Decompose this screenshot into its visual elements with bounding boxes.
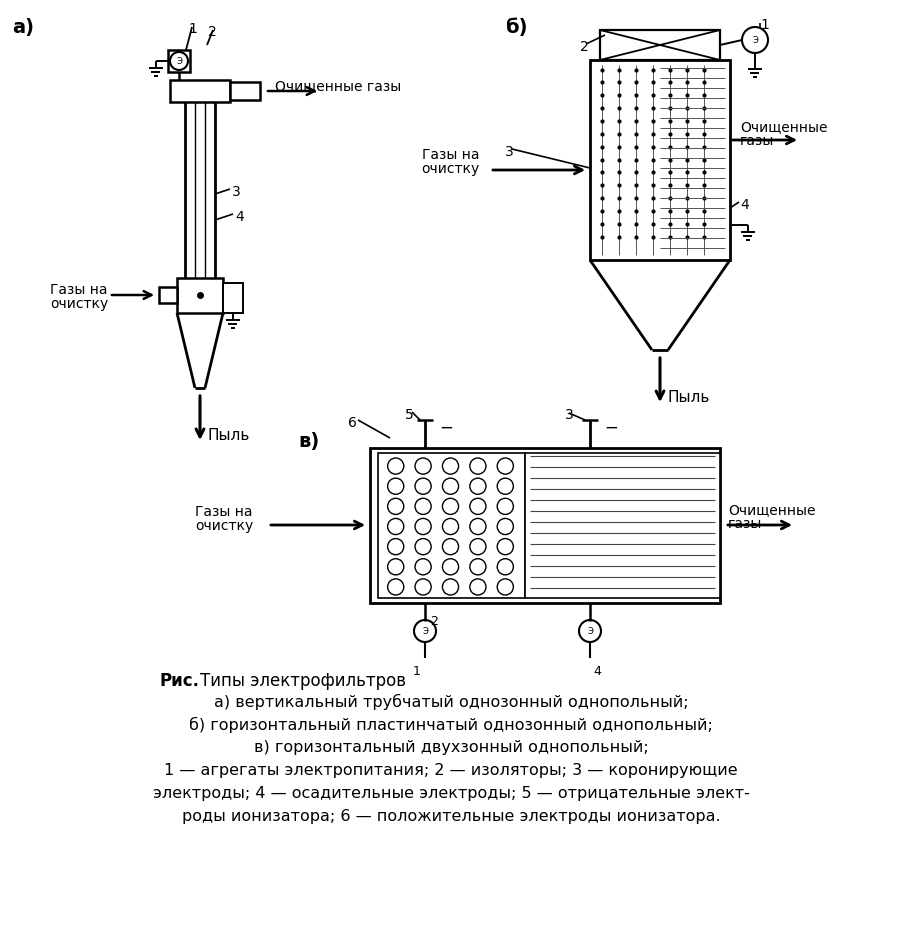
- Text: Э: Э: [751, 35, 757, 45]
- Circle shape: [442, 559, 458, 574]
- Circle shape: [387, 498, 403, 515]
- Circle shape: [578, 620, 601, 642]
- Text: б) горизонтальный пластинчатый однозонный однопольный;: б) горизонтальный пластинчатый однозонны…: [189, 717, 713, 733]
- Circle shape: [497, 478, 513, 494]
- Text: Пыль: Пыль: [207, 428, 250, 443]
- Bar: [230, 82, 260, 100]
- Circle shape: [442, 539, 458, 555]
- Text: 4: 4: [235, 210, 244, 224]
- Circle shape: [442, 478, 458, 494]
- Circle shape: [413, 620, 436, 642]
- Bar: [378, 453, 524, 598]
- Circle shape: [387, 579, 403, 595]
- Bar: [168, 50, 189, 72]
- Text: Рис.: Рис.: [160, 672, 199, 690]
- Text: 3: 3: [504, 145, 513, 159]
- Circle shape: [469, 518, 485, 534]
- Text: в) горизонтальный двухзонный однопольный;: в) горизонтальный двухзонный однопольный…: [253, 740, 648, 755]
- Circle shape: [415, 579, 430, 595]
- Circle shape: [415, 458, 430, 474]
- Bar: [599, 30, 719, 60]
- Text: 1 — агрегаты электропитания; 2 — изоляторы; 3 — коронирующие: 1 — агрегаты электропитания; 2 — изолято…: [164, 763, 737, 778]
- Text: газы: газы: [739, 134, 774, 148]
- Text: 1: 1: [188, 22, 197, 36]
- Text: −: −: [438, 419, 453, 437]
- Bar: [159, 287, 177, 303]
- Text: в): в): [298, 432, 319, 451]
- Text: 1: 1: [412, 665, 420, 678]
- Text: 2: 2: [429, 615, 437, 628]
- Text: 5: 5: [405, 408, 413, 422]
- Circle shape: [469, 559, 485, 574]
- Circle shape: [497, 559, 513, 574]
- Text: Газы на: Газы на: [195, 505, 253, 519]
- Bar: [589, 60, 729, 260]
- Text: электроды; 4 — осадительные электроды; 5 — отрицательные элект-: электроды; 4 — осадительные электроды; 5…: [152, 786, 749, 801]
- Text: очистку: очистку: [50, 297, 108, 311]
- Text: роды ионизатора; 6 — положительные электроды ионизатора.: роды ионизатора; 6 — положительные элект…: [181, 809, 720, 824]
- Text: Газы на: Газы на: [422, 148, 480, 162]
- Text: газы: газы: [727, 517, 761, 531]
- Circle shape: [387, 478, 403, 494]
- Bar: [223, 283, 243, 313]
- Circle shape: [442, 458, 458, 474]
- Circle shape: [387, 559, 403, 574]
- Text: Типы электрофильтров: Типы электрофильтров: [199, 672, 406, 690]
- Circle shape: [415, 539, 430, 555]
- Circle shape: [415, 478, 430, 494]
- Text: а) вертикальный трубчатый однозонный однопольный;: а) вертикальный трубчатый однозонный одн…: [214, 694, 687, 710]
- Bar: [370, 448, 719, 603]
- Text: очистку: очистку: [195, 519, 253, 533]
- Circle shape: [497, 498, 513, 515]
- Text: Газы на: Газы на: [50, 283, 107, 297]
- Circle shape: [497, 539, 513, 555]
- Circle shape: [469, 478, 485, 494]
- Circle shape: [497, 458, 513, 474]
- Text: 2: 2: [207, 25, 216, 39]
- Text: 3: 3: [232, 185, 241, 199]
- Circle shape: [387, 518, 403, 534]
- Circle shape: [415, 498, 430, 515]
- Text: Э: Э: [421, 627, 428, 635]
- Text: очистку: очистку: [421, 162, 480, 176]
- Text: Пыль: Пыль: [667, 390, 710, 405]
- Text: 3: 3: [565, 408, 573, 422]
- Circle shape: [442, 518, 458, 534]
- Text: 4: 4: [739, 198, 748, 212]
- Circle shape: [415, 518, 430, 534]
- Text: б): б): [504, 18, 527, 37]
- Text: Э: Э: [176, 56, 181, 65]
- Text: а): а): [12, 18, 34, 37]
- Circle shape: [497, 579, 513, 595]
- Text: −: −: [603, 419, 617, 437]
- Text: Очищенные: Очищенные: [727, 503, 815, 517]
- Text: Очищенные газы: Очищенные газы: [275, 79, 400, 93]
- Circle shape: [469, 458, 485, 474]
- Circle shape: [442, 498, 458, 515]
- Circle shape: [387, 458, 403, 474]
- Circle shape: [469, 579, 485, 595]
- Bar: [524, 453, 719, 598]
- Circle shape: [442, 579, 458, 595]
- Circle shape: [170, 52, 188, 70]
- Circle shape: [469, 539, 485, 555]
- Circle shape: [387, 539, 403, 555]
- Text: Э: Э: [586, 627, 593, 635]
- Text: 6: 6: [347, 416, 356, 430]
- Text: 4: 4: [593, 665, 600, 678]
- Text: 1: 1: [759, 18, 768, 32]
- Circle shape: [741, 27, 767, 53]
- Bar: [170, 80, 230, 102]
- Circle shape: [469, 498, 485, 515]
- Text: Очищенные: Очищенные: [739, 120, 826, 134]
- Circle shape: [415, 559, 430, 574]
- Text: 2: 2: [579, 40, 588, 54]
- Circle shape: [497, 518, 513, 534]
- Bar: [177, 278, 223, 313]
